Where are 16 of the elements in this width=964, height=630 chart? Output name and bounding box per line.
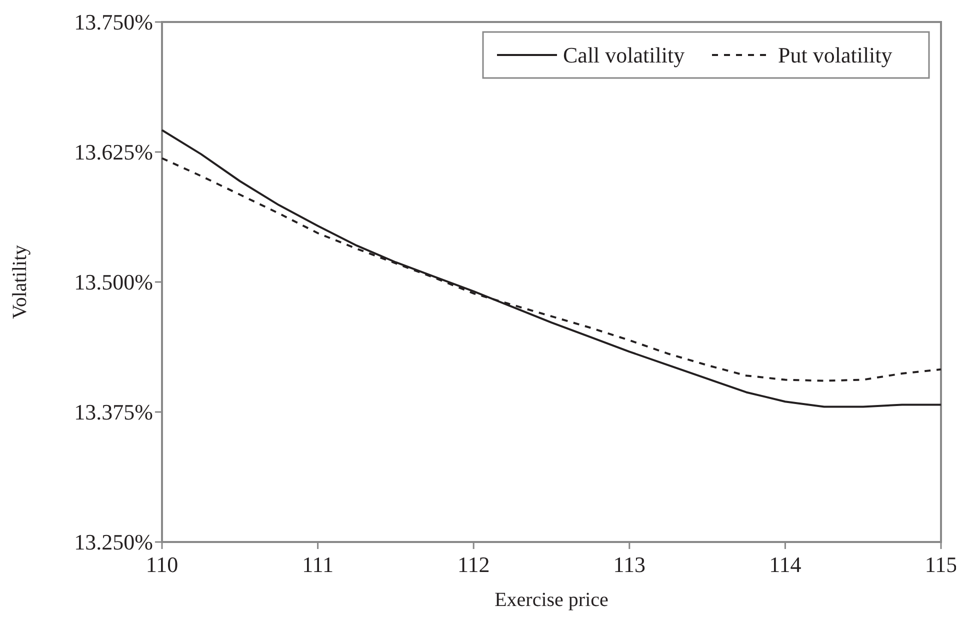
x-tick-label: 110 [146, 552, 178, 577]
y-tick-label: 13.250% [74, 530, 153, 555]
line-series [161, 129, 942, 408]
y-tick-label: 13.500% [74, 270, 153, 295]
y-axis-title: Volatility [9, 244, 31, 320]
x-tick-label: 111 [302, 552, 334, 577]
legend-label: Put volatility [778, 42, 892, 68]
y-tick-label: 13.750% [74, 10, 153, 35]
x-tick-label: 115 [924, 552, 958, 577]
x-tick-label: 114 [769, 552, 802, 577]
y-tick-label: 13.625% [74, 140, 153, 165]
x-tick-label: 113 [613, 552, 646, 577]
x-axis-title: Exercise price [494, 589, 609, 611]
legend-label: Call volatility [563, 42, 685, 68]
y-tick-label: 13.375% [74, 400, 153, 425]
x-tick-label: 112 [458, 552, 490, 577]
